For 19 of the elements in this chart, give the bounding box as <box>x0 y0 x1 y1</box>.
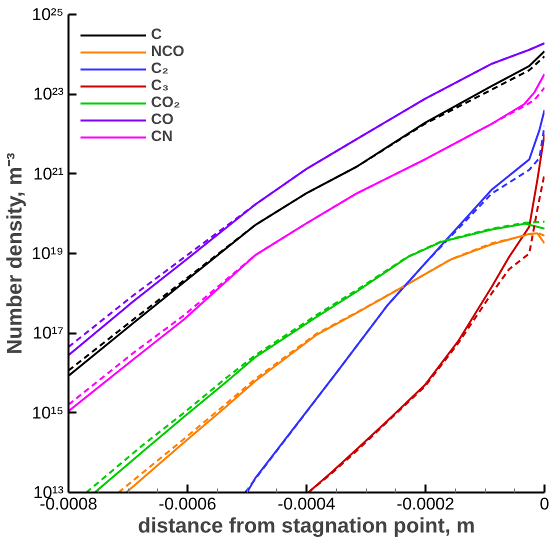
legend-label: C₂ <box>151 60 170 77</box>
x-tick-label: -0.0006 <box>158 494 216 514</box>
y-tick-label: 10²⁵ <box>32 5 64 24</box>
y-tick-label: 10¹⁵ <box>32 403 64 422</box>
y-axis-title: Number density, m⁻³ <box>4 152 27 354</box>
y-tick-label: 10¹⁷ <box>32 324 64 343</box>
x-axis-title: distance from stagnation point, m <box>138 514 476 538</box>
legend-label: CO <box>151 111 174 128</box>
x-tick-label: 0 <box>540 494 550 514</box>
x-tick-label: -0.0002 <box>396 494 454 514</box>
legend-label: C <box>151 26 163 43</box>
y-tick-label: 10²³ <box>33 84 64 104</box>
legend-label: C₃ <box>151 77 170 94</box>
y-tick-label: 10²¹ <box>33 164 64 184</box>
legend-label: NCO <box>151 43 184 60</box>
legend-label: CO₂ <box>151 94 180 111</box>
legend-label: CN <box>151 128 173 145</box>
y-tick-label: 10¹⁹ <box>32 244 64 263</box>
x-tick-label: -0.0004 <box>278 494 336 514</box>
